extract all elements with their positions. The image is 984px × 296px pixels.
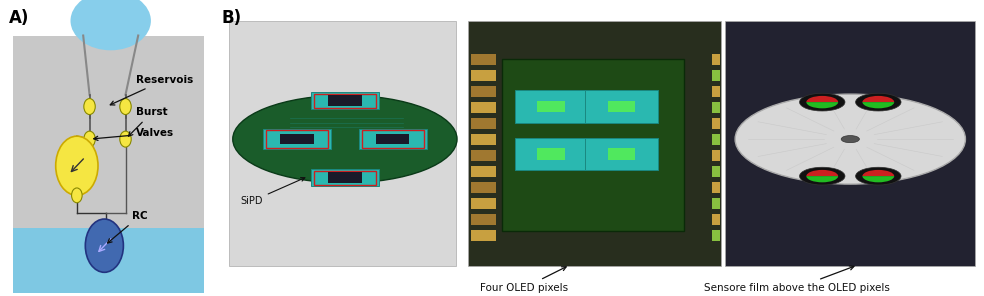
Bar — [376, 134, 409, 144]
Wedge shape — [806, 96, 838, 102]
Circle shape — [120, 99, 131, 115]
Bar — [712, 134, 720, 145]
Bar — [471, 102, 496, 113]
Wedge shape — [806, 102, 838, 108]
Text: B): B) — [221, 9, 241, 27]
Bar — [712, 214, 720, 225]
Bar — [712, 102, 720, 113]
Text: Reservois: Reservois — [110, 75, 193, 105]
Bar — [471, 118, 496, 129]
Bar — [585, 138, 658, 170]
Bar — [471, 182, 496, 193]
Bar — [314, 170, 376, 185]
Bar — [471, 230, 496, 241]
Text: SiPD: SiPD — [240, 178, 305, 206]
Bar — [471, 198, 496, 209]
Circle shape — [800, 93, 845, 111]
Text: Valves: Valves — [93, 128, 174, 140]
Circle shape — [72, 188, 82, 203]
Circle shape — [56, 136, 98, 195]
Circle shape — [84, 131, 95, 147]
Bar — [311, 169, 379, 186]
Circle shape — [120, 131, 131, 147]
Bar — [712, 118, 720, 129]
Bar — [502, 59, 684, 231]
Circle shape — [233, 95, 457, 183]
Bar — [515, 90, 587, 123]
Bar — [229, 21, 457, 266]
Bar — [361, 130, 424, 148]
Circle shape — [855, 93, 901, 111]
Bar — [537, 101, 565, 112]
Bar — [471, 70, 496, 81]
Bar — [263, 129, 332, 149]
Bar — [471, 166, 496, 177]
Bar — [471, 134, 496, 145]
Text: Sensore film above the OLED pixels: Sensore film above the OLED pixels — [705, 266, 891, 293]
Bar — [712, 198, 720, 209]
Bar — [712, 54, 720, 65]
Bar — [712, 70, 720, 81]
Bar — [14, 228, 204, 293]
Bar — [712, 230, 720, 241]
Bar — [14, 36, 204, 293]
Circle shape — [86, 219, 123, 272]
Wedge shape — [862, 102, 894, 108]
Bar — [585, 90, 658, 123]
Circle shape — [800, 167, 845, 185]
Bar — [471, 150, 496, 161]
Wedge shape — [862, 96, 894, 102]
Bar — [471, 86, 496, 97]
Text: RC: RC — [107, 211, 148, 243]
Bar — [537, 148, 565, 160]
Bar — [311, 92, 379, 109]
Bar — [471, 214, 496, 225]
Wedge shape — [806, 176, 838, 182]
Text: Four OLED pixels: Four OLED pixels — [480, 267, 569, 293]
Wedge shape — [862, 176, 894, 182]
Text: Burst: Burst — [129, 107, 167, 136]
Bar — [467, 21, 721, 266]
Bar — [266, 130, 329, 148]
Ellipse shape — [71, 0, 151, 50]
Bar — [515, 138, 587, 170]
Circle shape — [841, 136, 859, 143]
Bar — [712, 166, 720, 177]
Bar — [725, 21, 975, 266]
Circle shape — [735, 94, 965, 184]
Bar — [712, 150, 720, 161]
Bar — [329, 95, 361, 106]
Bar — [712, 86, 720, 97]
Bar — [712, 182, 720, 193]
Wedge shape — [862, 170, 894, 176]
Bar — [358, 129, 427, 149]
Circle shape — [855, 167, 901, 185]
Bar — [329, 172, 361, 183]
Bar — [280, 134, 314, 144]
Bar — [471, 54, 496, 65]
Circle shape — [84, 99, 95, 115]
Bar — [608, 101, 635, 112]
Wedge shape — [806, 170, 838, 176]
Bar — [608, 148, 635, 160]
Bar — [314, 94, 376, 107]
Text: A): A) — [9, 9, 30, 27]
